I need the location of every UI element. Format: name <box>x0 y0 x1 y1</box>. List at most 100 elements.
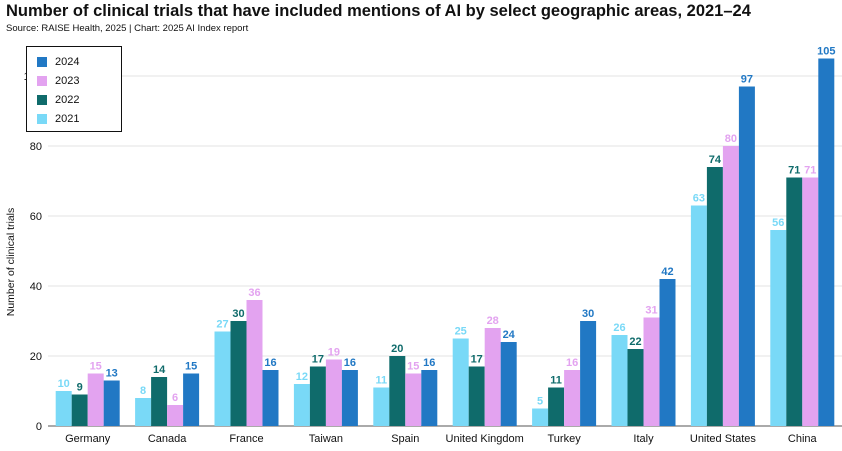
x-tick-label-italy: Italy <box>633 433 654 445</box>
bar-united-states-2023 <box>722 146 739 426</box>
bar-united-states-2021 <box>690 205 707 426</box>
bar-germany-2022 <box>71 394 88 426</box>
bar-united-kingdom-2022 <box>468 366 485 426</box>
bar-united-kingdom-2024 <box>500 342 517 426</box>
bar-turkey-2022 <box>548 387 565 426</box>
y-tick-label-40: 40 <box>30 281 42 293</box>
data-label-united-states-2022: 74 <box>709 154 722 166</box>
data-label-turkey-2022: 11 <box>550 375 562 387</box>
data-label-china-2021: 56 <box>772 217 784 229</box>
y-tick-label-20: 20 <box>30 351 42 363</box>
bar-canada-2023 <box>167 405 184 426</box>
bar-canada-2022 <box>151 377 168 426</box>
bar-germany-2023 <box>87 373 104 426</box>
chart-source: Source: RAISE Health, 2025 | Chart: 2025… <box>6 23 249 34</box>
y-tick-label-60: 60 <box>30 211 42 223</box>
data-label-italy-2022: 22 <box>629 336 641 348</box>
legend-swatch-2022 <box>37 95 47 105</box>
x-tick-label-china: China <box>788 433 818 445</box>
bar-turkey-2024 <box>580 321 597 426</box>
legend-label-2021: 2021 <box>55 113 80 125</box>
data-label-china-2022: 71 <box>788 165 800 177</box>
legend-item-2022: 2022 <box>37 94 79 106</box>
data-label-germany-2023: 15 <box>90 361 102 373</box>
bar-china-2023 <box>802 177 819 426</box>
bar-turkey-2021 <box>532 408 549 426</box>
legend-swatch-2023 <box>37 76 47 86</box>
bar-taiwan-2021 <box>293 384 310 426</box>
data-label-taiwan-2022: 17 <box>312 354 324 366</box>
data-label-italy-2023: 31 <box>645 305 657 317</box>
legend-item-2023: 2023 <box>37 75 79 87</box>
legend-item-2021: 2021 <box>37 113 79 125</box>
data-label-turkey-2024: 30 <box>582 308 594 320</box>
bar-china-2021 <box>770 230 787 426</box>
data-label-france-2024: 16 <box>264 357 276 369</box>
bar-spain-2024 <box>421 370 438 426</box>
legend-label-2024: 2024 <box>55 56 80 68</box>
legend-label-2023: 2023 <box>55 75 80 87</box>
bar-taiwan-2023 <box>325 359 342 426</box>
legend-swatch-2024 <box>37 57 47 67</box>
y-axis-label: Number of clinical trials <box>5 208 17 317</box>
data-label-france-2022: 30 <box>232 308 244 320</box>
data-label-canada-2022: 14 <box>153 364 166 376</box>
data-label-germany-2022: 9 <box>77 382 83 394</box>
data-label-spain-2024: 16 <box>423 357 435 369</box>
data-label-turkey-2023: 16 <box>566 357 578 369</box>
bar-spain-2021 <box>373 387 390 426</box>
bar-france-2022 <box>230 321 247 426</box>
chart-title: Number of clinical trials that have incl… <box>6 2 751 20</box>
bar-united-states-2024 <box>738 86 755 426</box>
data-label-united-kingdom-2024: 24 <box>503 329 516 341</box>
bar-united-kingdom-2021 <box>452 338 469 426</box>
data-label-taiwan-2024: 16 <box>344 357 356 369</box>
bar-china-2022 <box>786 177 803 426</box>
x-tick-label-spain: Spain <box>391 433 419 445</box>
data-label-canada-2021: 8 <box>140 385 146 397</box>
bar-turkey-2023 <box>564 370 581 426</box>
data-label-china-2024: 105 <box>817 46 835 58</box>
bar-italy-2024 <box>659 279 676 426</box>
data-label-spain-2021: 11 <box>375 375 387 387</box>
data-label-united-kingdom-2023: 28 <box>487 315 499 327</box>
data-label-italy-2024: 42 <box>661 266 673 278</box>
bar-spain-2023 <box>405 373 422 426</box>
x-tick-label-france: France <box>229 433 263 445</box>
data-label-france-2023: 36 <box>248 287 260 299</box>
bar-canada-2021 <box>135 398 152 426</box>
data-label-united-kingdom-2021: 25 <box>455 326 467 338</box>
x-tick-label-canada: Canada <box>148 433 187 445</box>
data-label-taiwan-2023: 19 <box>328 347 340 359</box>
data-label-canada-2024: 15 <box>185 361 197 373</box>
bar-united-states-2022 <box>706 167 723 426</box>
x-tick-label-turkey: Turkey <box>547 433 581 445</box>
bar-taiwan-2022 <box>309 366 326 426</box>
bar-germany-2024 <box>103 380 120 426</box>
data-label-france-2021: 27 <box>216 319 228 331</box>
data-label-germany-2021: 10 <box>58 378 70 390</box>
bar-france-2024 <box>262 370 279 426</box>
y-tick-label-0: 0 <box>36 421 42 433</box>
data-label-china-2023: 71 <box>804 165 816 177</box>
bar-italy-2021 <box>611 335 628 426</box>
data-label-spain-2023: 15 <box>407 361 419 373</box>
data-label-italy-2021: 26 <box>613 322 625 334</box>
data-label-spain-2022: 20 <box>391 343 403 355</box>
chart-legend: 2024 2023 2022 2021 <box>26 46 122 132</box>
bar-united-kingdom-2023 <box>484 328 501 426</box>
bar-france-2021 <box>214 331 231 426</box>
bar-italy-2023 <box>643 317 660 426</box>
data-label-united-states-2023: 80 <box>725 133 737 145</box>
data-label-united-states-2024: 97 <box>741 74 753 86</box>
bar-canada-2024 <box>183 373 200 426</box>
x-tick-label-united-kingdom: United Kingdom <box>446 433 524 445</box>
bar-spain-2022 <box>389 356 406 426</box>
legend-swatch-2021 <box>37 114 47 124</box>
legend-label-2022: 2022 <box>55 94 80 106</box>
data-label-canada-2023: 6 <box>172 392 178 404</box>
bar-france-2023 <box>246 300 263 426</box>
legend-item-2024: 2024 <box>37 56 79 68</box>
x-tick-label-germany: Germany <box>65 433 111 445</box>
